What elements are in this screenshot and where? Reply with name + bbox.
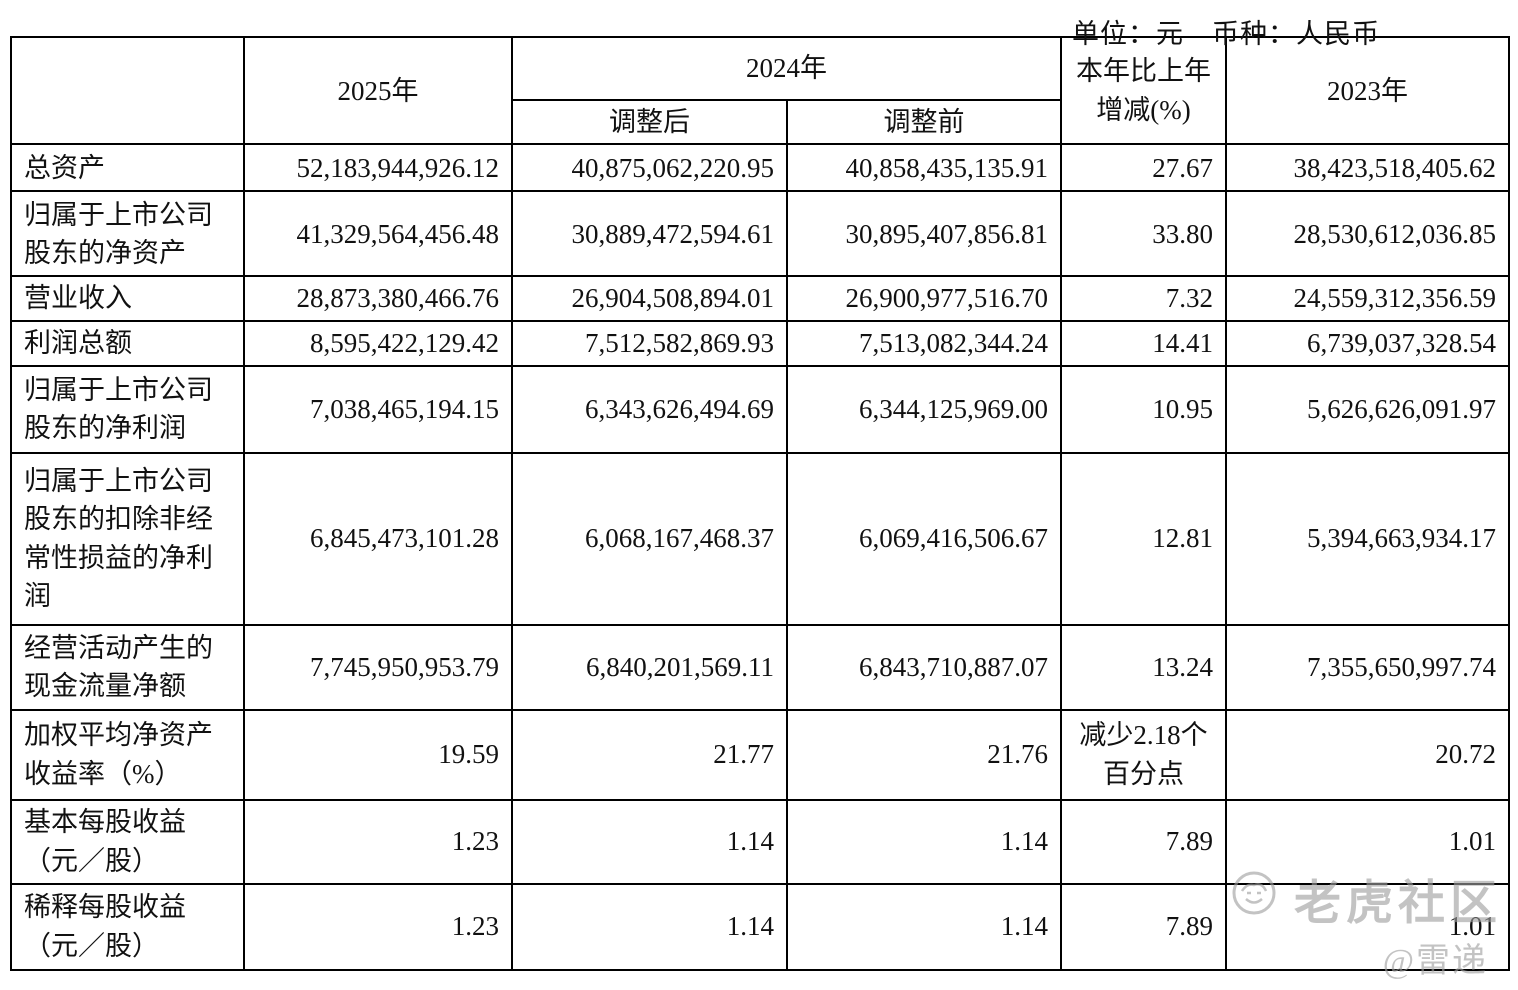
header-2024-before: 调整前 — [786, 98, 1062, 146]
cell-2023: 6,739,037,328.54 — [1225, 319, 1510, 367]
cell-change: 33.80 — [1060, 190, 1227, 278]
header-2024: 2024年 — [511, 36, 1062, 101]
cell-2024-adjusted: 7,512,582,869.93 — [511, 319, 788, 367]
cell-change: 14.41 — [1060, 319, 1227, 367]
cell-2024-before: 6,843,710,887.07 — [786, 623, 1062, 711]
cell-2024-adjusted: 1.14 — [511, 882, 788, 971]
cell-2025: 41,329,564,456.48 — [243, 190, 513, 278]
cell-2024-before: 30,895,407,856.81 — [786, 190, 1062, 278]
cell-2023: 5,394,663,934.17 — [1225, 451, 1510, 626]
cell-change: 10.95 — [1060, 364, 1227, 454]
header-row-1: 2025年 2024年 本年比上年 增减(%) 2023年 — [10, 35, 1510, 146]
cell-2025: 19.59 — [243, 708, 513, 801]
table-row-total-assets: 总资产 52,183,944,926.12 40,875,062,220.95 … — [10, 143, 1510, 193]
cell-change: 27.67 — [1060, 143, 1227, 193]
cell-2024-adjusted: 6,840,201,569.11 — [511, 623, 788, 711]
cell-2024-before: 26,900,977,516.70 — [786, 275, 1062, 322]
row-label: 营业收入 — [10, 275, 245, 322]
cell-2024-before: 6,344,125,969.00 — [786, 364, 1062, 454]
cell-2024-adjusted: 6,068,167,468.37 — [511, 451, 788, 626]
cell-2024-adjusted: 1.14 — [511, 798, 788, 885]
cell-change: 12.81 — [1060, 451, 1227, 626]
header-yoy-change-line2: 增减(%) — [1096, 94, 1191, 125]
cell-2024-before: 1.14 — [786, 798, 1062, 885]
cell-2023: 7,355,650,997.74 — [1225, 623, 1510, 711]
cell-change: 7.32 — [1060, 275, 1227, 322]
cell-2024-adjusted: 40,875,062,220.95 — [511, 143, 788, 193]
financial-summary-table: 2025年 2024年 本年比上年 增减(%) 2023年 调整后 调整前 总资… — [10, 35, 1510, 971]
cell-2023: 28,530,612,036.85 — [1225, 190, 1510, 278]
cell-2024-adjusted: 30,889,472,594.61 — [511, 190, 788, 278]
row-label: 加权平均净资产收益率（%） — [10, 708, 245, 801]
table-row-operating-cash-flow: 经营活动产生的现金流量净额 7,745,950,953.79 6,840,201… — [10, 623, 1510, 711]
header-yoy-change: 本年比上年 增减(%) — [1060, 35, 1227, 146]
cell-change: 13.24 — [1060, 623, 1227, 711]
cell-2023: 5,626,626,091.97 — [1225, 364, 1510, 454]
table-row-net-assets: 归属于上市公司股东的净资产 41,329,564,456.48 30,889,4… — [10, 190, 1510, 278]
cell-2025: 52,183,944,926.12 — [243, 143, 513, 193]
cell-2024-adjusted: 6,343,626,494.69 — [511, 364, 788, 454]
header-blank-cell — [10, 35, 245, 146]
cell-2023: 38,423,518,405.62 — [1225, 143, 1510, 193]
table-row-operating-revenue: 营业收入 28,873,380,466.76 26,904,508,894.01… — [10, 275, 1510, 322]
cell-2025: 7,038,465,194.15 — [243, 364, 513, 454]
row-label: 归属于上市公司股东的净资产 — [10, 190, 245, 278]
cell-2023: 24,559,312,356.59 — [1225, 275, 1510, 322]
cell-2025: 7,745,950,953.79 — [243, 623, 513, 711]
cell-2023: 1.01 — [1225, 798, 1510, 885]
cell-2024-adjusted: 21.77 — [511, 708, 788, 801]
cell-2024-before: 1.14 — [786, 882, 1062, 971]
unit-currency-label: 单位：元 币种：人民币 — [1072, 19, 1380, 49]
table-row-diluted-eps: 稀释每股收益（元／股） 1.23 1.14 1.14 7.89 1.01 — [10, 882, 1510, 971]
cell-2024-before: 6,069,416,506.67 — [786, 451, 1062, 626]
header-yoy-change-line1: 本年比上年 — [1076, 56, 1211, 87]
header-2024-adjusted: 调整后 — [511, 98, 788, 146]
cell-change: 7.89 — [1060, 882, 1227, 971]
row-label: 归属于上市公司股东的净利润 — [10, 364, 245, 454]
row-label: 归属于上市公司股东的扣除非经常性损益的净利润 — [10, 451, 245, 626]
cell-2023: 1.01 — [1225, 882, 1510, 971]
cell-change: 减少2.18个百分点 — [1060, 708, 1227, 801]
row-label: 利润总额 — [10, 319, 245, 367]
cell-2025: 28,873,380,466.76 — [243, 275, 513, 322]
header-row-2: 调整后 调整前 — [11, 98, 1509, 146]
table-row-weighted-avg-roe: 加权平均净资产收益率（%） 19.59 21.77 21.76 减少2.18个百… — [10, 708, 1510, 801]
header-2023: 2023年 — [1225, 35, 1510, 146]
row-label: 基本每股收益（元／股） — [10, 798, 245, 885]
cell-2025: 8,595,422,129.42 — [243, 319, 513, 367]
cell-2024-before: 40,858,435,135.91 — [786, 143, 1062, 193]
cell-2023: 20.72 — [1225, 708, 1510, 801]
cell-2025: 6,845,473,101.28 — [243, 451, 513, 626]
table-row-net-profit: 归属于上市公司股东的净利润 7,038,465,194.15 6,343,626… — [10, 364, 1510, 454]
row-label: 总资产 — [10, 143, 245, 193]
cell-2025: 1.23 — [243, 882, 513, 971]
row-label: 稀释每股收益（元／股） — [10, 882, 245, 971]
table-row-net-profit-excl-nonrecurring: 归属于上市公司股东的扣除非经常性损益的净利润 6,845,473,101.28 … — [10, 451, 1510, 626]
cell-2024-before: 7,513,082,344.24 — [786, 319, 1062, 367]
header-2025: 2025年 — [243, 35, 513, 146]
table-row-total-profit: 利润总额 8,595,422,129.42 7,512,582,869.93 7… — [10, 319, 1510, 367]
cell-2024-adjusted: 26,904,508,894.01 — [511, 275, 788, 322]
cell-change: 7.89 — [1060, 798, 1227, 885]
table-row-basic-eps: 基本每股收益（元／股） 1.23 1.14 1.14 7.89 1.01 — [10, 798, 1510, 885]
row-label: 经营活动产生的现金流量净额 — [10, 623, 245, 711]
cell-2025: 1.23 — [243, 798, 513, 885]
cell-2024-before: 21.76 — [786, 708, 1062, 801]
